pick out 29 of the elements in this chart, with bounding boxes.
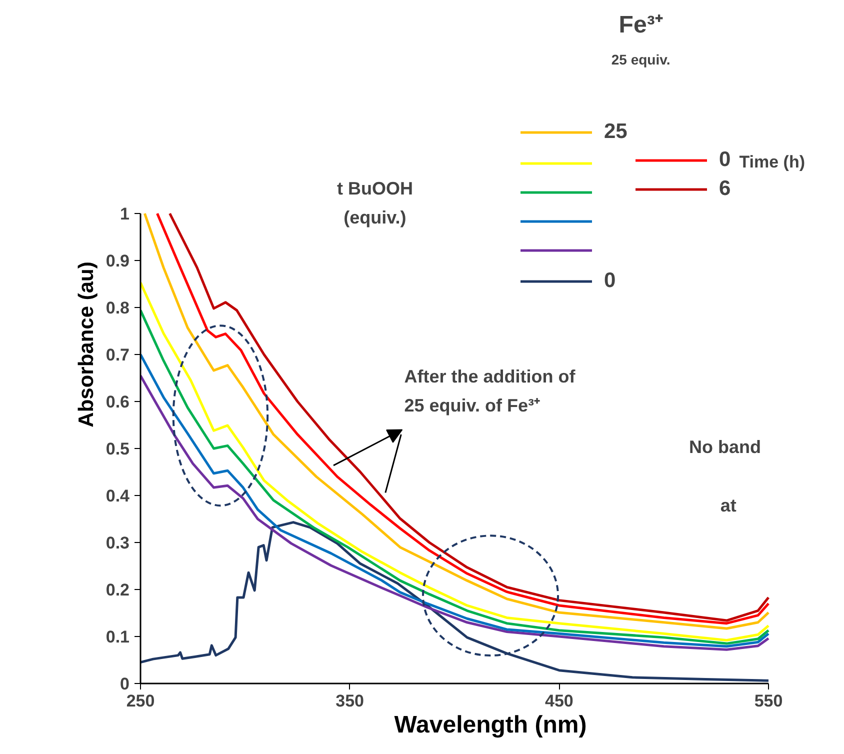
legend-label: 0: [604, 269, 617, 293]
y-tick-label: 0.2: [106, 580, 130, 600]
x-tick-label: 250: [126, 692, 155, 710]
x-tick-label: 550: [754, 692, 783, 710]
y-tick-label: 1: [120, 204, 130, 224]
legend-label: 25: [604, 120, 628, 144]
y-tick-label: 0: [120, 674, 130, 694]
x-axis-title: Wavelength (nm): [394, 712, 587, 738]
text: 25 equiv.: [611, 51, 670, 68]
annotation: After the addition of 25 equiv. of Fe³⁺: [404, 366, 576, 416]
y-tick-label: 0.9: [106, 252, 130, 270]
y-tick-label: 0.6: [106, 392, 130, 412]
x-tick-label: 350: [336, 692, 364, 710]
annotation: No band: [688, 436, 761, 457]
y-tick-label: 0.7: [106, 346, 130, 364]
text: Fe³⁺: [618, 11, 663, 38]
y-tick-label: 0.5: [106, 440, 130, 458]
x-tick-label: 450: [544, 692, 574, 710]
legend-label: 0: [719, 148, 732, 172]
y-tick-label: 0.1: [106, 628, 130, 646]
annotation: t BuOOH (equiv.): [336, 178, 413, 228]
text: Time (h): [739, 152, 806, 172]
y-axis-title: Absorbance (au): [74, 262, 98, 428]
legend-label: 6: [719, 177, 732, 201]
y-tick-label: 0.3: [106, 534, 130, 552]
annotation: at: [720, 496, 736, 516]
line-series: [140, 521, 770, 682]
y-tick-label: 0.4: [106, 486, 130, 506]
y-tick-label: 0.8: [106, 298, 130, 318]
